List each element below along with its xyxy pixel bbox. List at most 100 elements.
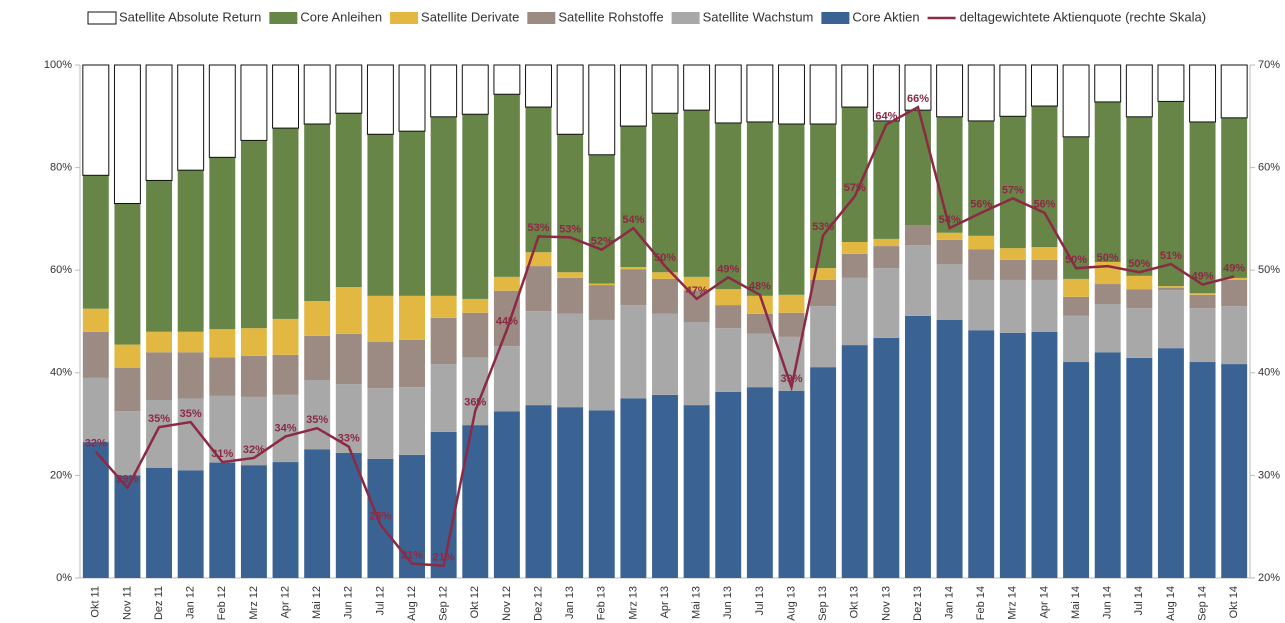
legend-swatch xyxy=(269,12,298,24)
bar-segment xyxy=(1094,64,1122,103)
bar-segment xyxy=(272,318,299,355)
bar-segment xyxy=(841,345,868,578)
bar-segment xyxy=(82,377,109,443)
data-label: 66% xyxy=(907,93,929,105)
bar-segment xyxy=(430,364,457,432)
bar-segment xyxy=(872,64,900,122)
bar-segment xyxy=(82,331,109,378)
bar-segment xyxy=(272,354,299,395)
bar-segment xyxy=(335,333,362,385)
data-label: 36% xyxy=(464,397,486,409)
bar-segment xyxy=(461,64,489,115)
bar-segment xyxy=(652,278,678,314)
bar-segment xyxy=(272,64,300,129)
data-label: 35% xyxy=(148,413,170,425)
bar-segment xyxy=(367,134,394,296)
bar-segment xyxy=(588,319,615,411)
data-label: 25% xyxy=(369,511,391,523)
bar-segment xyxy=(1031,106,1058,248)
bar-segment xyxy=(525,405,552,578)
bar-segment xyxy=(367,342,394,389)
data-label: 56% xyxy=(970,199,992,211)
bar-segment xyxy=(810,306,837,368)
bar-segment xyxy=(999,64,1027,117)
bar-segment xyxy=(588,64,616,156)
bar-segment xyxy=(652,313,678,395)
bar-segment xyxy=(841,253,868,278)
bar-segment xyxy=(430,116,457,296)
bar-segment xyxy=(82,308,109,332)
bar-segment xyxy=(114,367,141,412)
bar-segment xyxy=(652,113,678,273)
x-tick-label: Jun 14 xyxy=(1102,586,1114,619)
bar-segment xyxy=(430,431,457,578)
bar-segment xyxy=(1189,294,1216,309)
bar-segment xyxy=(968,330,995,578)
bar-segment xyxy=(272,462,299,578)
bar-segment xyxy=(999,259,1026,280)
bar-segment xyxy=(557,134,584,273)
bar-segment xyxy=(968,249,995,280)
bar-segment xyxy=(1126,308,1153,358)
x-tick-label: Feb 14 xyxy=(975,586,987,620)
y-tick-label: 100% xyxy=(44,59,72,71)
x-tick-label: Apr 13 xyxy=(659,586,671,618)
bar-segment xyxy=(810,123,837,269)
data-label: 49% xyxy=(717,263,739,275)
bar-segment xyxy=(525,266,552,312)
bar-segment xyxy=(1094,284,1121,305)
bar-segment xyxy=(810,268,837,280)
data-label: 49% xyxy=(1223,262,1245,274)
bar-segment xyxy=(462,312,489,358)
bar-segment xyxy=(114,203,141,345)
bar-segment xyxy=(1157,348,1184,578)
bar-segment xyxy=(1221,306,1248,365)
x-tick-label: Jul 13 xyxy=(754,586,766,615)
bar-segment xyxy=(209,357,236,396)
bar-segment xyxy=(208,64,236,158)
bar-segment xyxy=(715,289,742,306)
bar-segment xyxy=(1189,308,1216,363)
bar-segment xyxy=(999,248,1026,260)
x-tick-label: Mrz 13 xyxy=(627,586,639,620)
bar-segment xyxy=(399,131,425,296)
bar-segment xyxy=(809,64,837,125)
bar-segment xyxy=(82,175,109,309)
bar-segment xyxy=(367,458,394,578)
data-label: 31% xyxy=(211,448,233,460)
x-tick-label: Sep 14 xyxy=(1196,586,1208,621)
bar-segment xyxy=(399,454,425,578)
bar-segment xyxy=(683,276,710,291)
bar-segment xyxy=(746,333,773,388)
bar-segment xyxy=(493,64,521,95)
x-tick-label: Apr 14 xyxy=(1038,586,1050,618)
bar-segment xyxy=(841,241,868,254)
x-tick-label: Nov 12 xyxy=(501,586,513,621)
data-label: 51% xyxy=(1160,250,1182,262)
x-tick-label: Jan 13 xyxy=(564,586,576,619)
data-label: 54% xyxy=(622,214,644,226)
bar-segment xyxy=(113,64,141,205)
data-label: 52% xyxy=(591,236,613,248)
y2-tick-label: 60% xyxy=(1258,162,1280,174)
legend-label: deltagewichtete Aktienquote (rechte Skal… xyxy=(960,9,1206,24)
bar-segment xyxy=(968,279,995,331)
bar-segment xyxy=(367,388,394,459)
data-label: 44% xyxy=(496,316,518,328)
bar-segment xyxy=(209,329,236,358)
y2-tick-label: 40% xyxy=(1258,367,1280,379)
bar-segment xyxy=(430,317,457,365)
data-label: 29% xyxy=(116,474,138,486)
legend-swatch xyxy=(527,12,556,24)
bar-segment xyxy=(146,331,173,353)
bar-segment xyxy=(620,126,647,268)
x-tick-label: Jul 14 xyxy=(1133,586,1145,615)
bar-segment xyxy=(810,279,837,307)
y-tick-label: 0% xyxy=(56,572,72,584)
data-label: 21% xyxy=(401,550,423,562)
bar-segment xyxy=(556,64,584,135)
bar-segment xyxy=(1094,352,1121,578)
x-tick-label: Feb 13 xyxy=(596,586,608,620)
bar-segment xyxy=(683,110,710,277)
bar-segment xyxy=(1126,289,1153,309)
